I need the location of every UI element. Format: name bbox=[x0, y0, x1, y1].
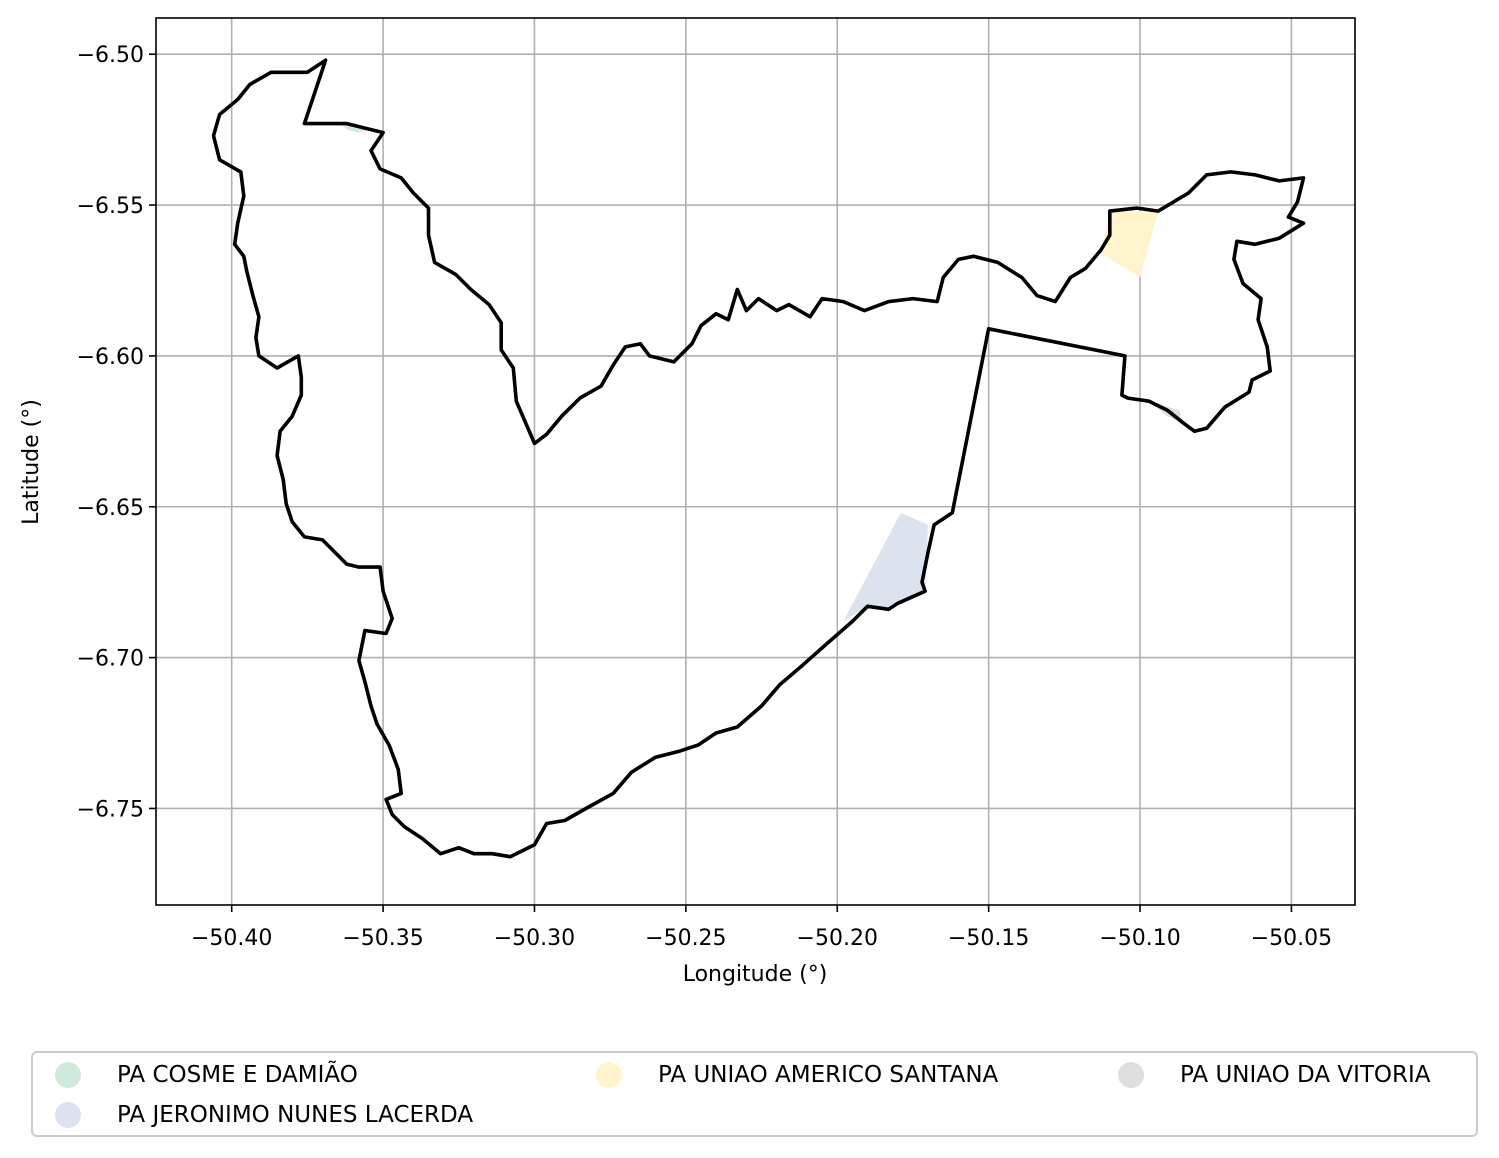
legend-marker bbox=[596, 1062, 622, 1088]
y-axis-label: Latitude (°) bbox=[19, 399, 44, 525]
x-tick-label: −50.05 bbox=[1251, 926, 1332, 951]
legend-label: PA UNIAO AMERICO SANTANA bbox=[658, 1062, 999, 1088]
legend-marker bbox=[55, 1102, 81, 1128]
y-tick-label: −6.60 bbox=[77, 345, 144, 370]
x-axis-label: Longitude (°) bbox=[683, 962, 828, 987]
legend-marker bbox=[1118, 1062, 1144, 1088]
map-figure: −50.40 −50.35 −50.30 −50.25 −50.20 −50.15 −50.… bbox=[19, 17, 1356, 987]
area-pa-jeronimo-nunes-lacerda bbox=[843, 512, 929, 622]
legend-label: PA COSME E DAMIÃO bbox=[117, 1062, 358, 1088]
x-axis-ticks: −50.40 −50.35 −50.30 −50.25 −50.20 −50.15 −50.… bbox=[191, 905, 1332, 951]
boundary-outline bbox=[211, 58, 1306, 859]
x-tick-label: −50.40 bbox=[191, 926, 272, 951]
municipality-boundary bbox=[211, 58, 1306, 859]
legend-marker bbox=[55, 1062, 81, 1088]
x-tick-label: −50.35 bbox=[342, 926, 423, 951]
y-axis-ticks: −6.50 −6.55 −6.60 −6.65 −6.70 −6.75 bbox=[77, 43, 156, 822]
grid-lines bbox=[156, 18, 1355, 905]
legend-item-uniao-americo-santana: PA UNIAO AMERICO SANTANA bbox=[596, 1057, 998, 1093]
area-fills bbox=[340, 123, 1183, 622]
x-tick-label: −50.25 bbox=[645, 926, 726, 951]
area-pa-cosme-e-dami-o bbox=[340, 123, 368, 133]
x-tick-label: −50.15 bbox=[948, 926, 1029, 951]
area-pa-uniao-americo-santana bbox=[1100, 211, 1159, 278]
y-tick-label: −6.75 bbox=[77, 797, 144, 822]
legend-item-uniao-da-vitoria: PA UNIAO DA VITORIA bbox=[1118, 1057, 1431, 1093]
y-tick-label: −6.70 bbox=[77, 647, 144, 672]
legend-label: PA JERONIMO NUNES LACERDA bbox=[117, 1102, 474, 1128]
y-tick-label: −6.55 bbox=[77, 194, 144, 219]
legend-item-cosme-e-damiao: PA COSME E DAMIÃO bbox=[55, 1057, 358, 1093]
legend-item-jeronimo-nunes-lacerda: PA JERONIMO NUNES LACERDA bbox=[55, 1097, 473, 1133]
x-tick-label: −50.20 bbox=[797, 926, 878, 951]
legend: PA COSME E DAMIÃO PA JERONIMO NUNES LACE… bbox=[31, 1051, 1478, 1137]
x-tick-label: −50.30 bbox=[494, 926, 575, 951]
y-tick-label: −6.65 bbox=[77, 496, 144, 521]
plot-frame bbox=[155, 17, 1356, 906]
legend-label: PA UNIAO DA VITORIA bbox=[1180, 1062, 1431, 1088]
x-tick-label: −50.10 bbox=[1099, 926, 1180, 951]
y-tick-label: −6.50 bbox=[77, 43, 144, 68]
